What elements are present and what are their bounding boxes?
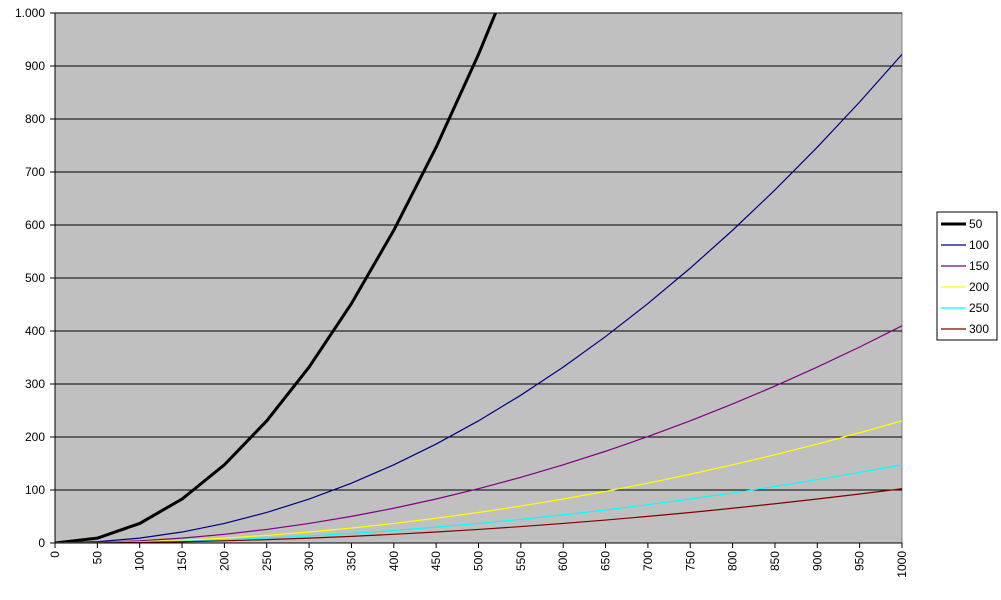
x-tick-label: 400: [387, 551, 401, 571]
x-tick-label: 550: [514, 551, 528, 571]
x-tick-label: 850: [768, 551, 782, 571]
x-tick-label: 200: [217, 551, 231, 571]
x-tick-label: 0: [48, 551, 62, 558]
x-tick-label: 700: [641, 551, 655, 571]
series-line: [55, 325, 902, 543]
legend-label: 300: [969, 322, 989, 336]
x-tick-label: 50: [90, 551, 104, 565]
x-tick-label: 350: [344, 551, 358, 571]
legend-label: 200: [969, 280, 989, 294]
x-tick-label: 150: [175, 551, 189, 571]
legend-label: 150: [969, 259, 989, 273]
legend: [936, 211, 998, 341]
x-tick-label: 950: [853, 551, 867, 571]
x-tick-label: 900: [810, 551, 824, 571]
legend-label: 250: [969, 301, 989, 315]
x-tick-label: 500: [472, 551, 486, 571]
y-tick-label: 700: [25, 165, 45, 179]
x-tick-label: 1000: [895, 551, 909, 578]
legend-label: 100: [969, 238, 989, 252]
legend-label: 50: [969, 217, 983, 231]
x-tick-label: 600: [556, 551, 570, 571]
y-tick-label: 400: [25, 324, 45, 338]
y-tick-label: 900: [25, 59, 45, 73]
y-tick-label: 0: [38, 536, 45, 550]
y-tick-label: 800: [25, 112, 45, 126]
y-tick-label: 300: [25, 377, 45, 391]
y-tick-label: 500: [25, 271, 45, 285]
y-tick-label: 1.000: [15, 6, 45, 20]
series-line: [55, 488, 902, 543]
series-line: [55, 53, 902, 543]
x-tick-label: 650: [599, 551, 613, 571]
series-line: [55, 464, 902, 543]
y-tick-label: 100: [25, 483, 45, 497]
y-tick-label: 600: [25, 218, 45, 232]
x-tick-label: 450: [429, 551, 443, 571]
x-tick-label: 750: [683, 551, 697, 571]
x-tick-label: 250: [260, 551, 274, 571]
series-line: [55, 420, 902, 543]
y-tick-label: 200: [25, 430, 45, 444]
x-tick-label: 800: [726, 551, 740, 571]
x-tick-label: 100: [133, 551, 147, 571]
series-line: [55, 13, 498, 543]
x-tick-label: 300: [302, 551, 316, 571]
